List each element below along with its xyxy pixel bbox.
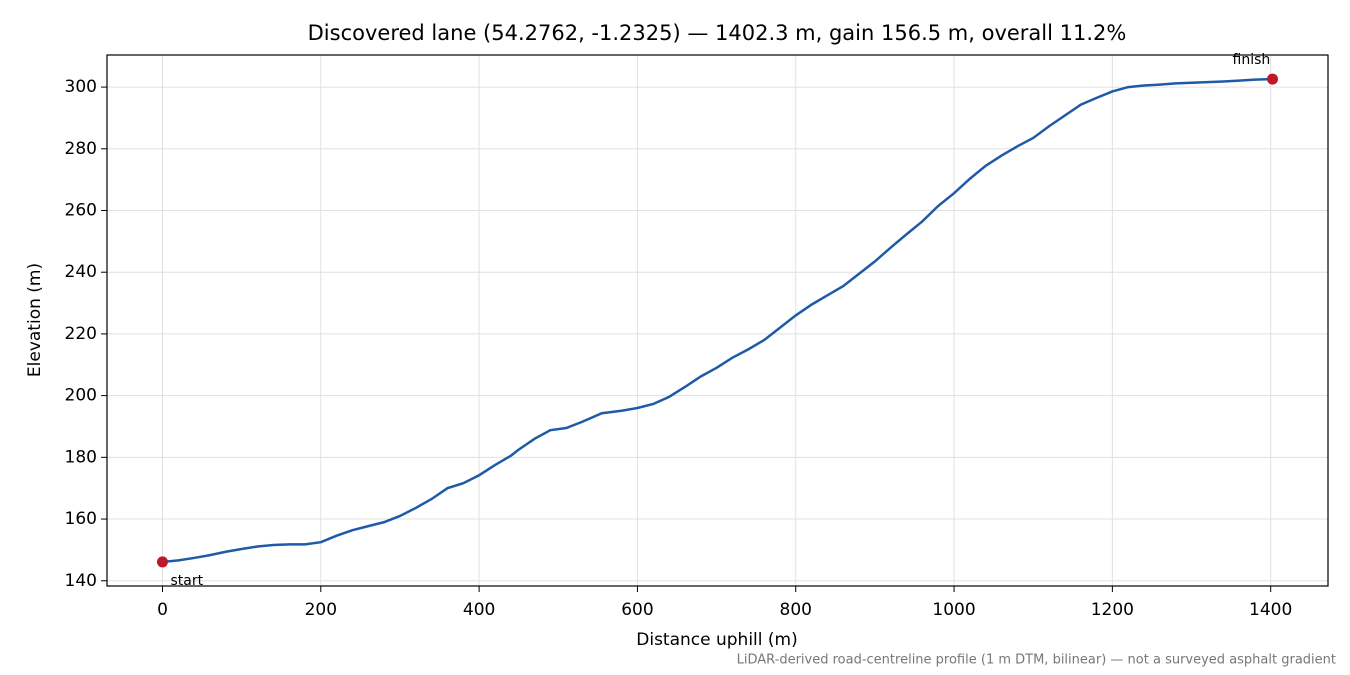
footnote: LiDAR-derived road-centreline profile (1… — [737, 653, 1336, 668]
y-tick-label: 240 — [65, 262, 97, 282]
x-tick-label: 1200 — [1091, 600, 1134, 620]
x-axis-label: Distance uphill (m) — [636, 630, 797, 650]
endpoint-marker — [1267, 73, 1279, 85]
y-tick-label: 300 — [65, 77, 97, 97]
x-tick-label: 600 — [621, 600, 653, 620]
y-axis-label: Elevation (m) — [25, 263, 45, 377]
plot-frame — [106, 54, 1329, 587]
x-tick-label: 0 — [157, 600, 168, 620]
y-tick-label: 260 — [65, 201, 97, 221]
endpoint-label: start — [170, 573, 203, 589]
y-tick-label: 160 — [65, 509, 97, 529]
y-tick-label: 180 — [65, 447, 97, 467]
x-tick-label: 1000 — [932, 600, 975, 620]
x-tick-label: 1400 — [1249, 600, 1292, 620]
x-tick-label: 200 — [305, 600, 337, 620]
y-tick-label: 280 — [65, 139, 97, 159]
elevation-line — [162, 77, 1273, 564]
endpoint-label: finish — [1233, 52, 1271, 68]
y-tick-label: 200 — [65, 386, 97, 406]
endpoint-marker — [156, 556, 168, 568]
chart-title: Discovered lane (54.2762, -1.2325) — 140… — [308, 21, 1127, 45]
y-tick-label: 220 — [65, 324, 97, 344]
y-tick-label: 140 — [65, 571, 97, 591]
x-tick-label: 800 — [780, 600, 812, 620]
x-tick-label: 400 — [463, 600, 495, 620]
